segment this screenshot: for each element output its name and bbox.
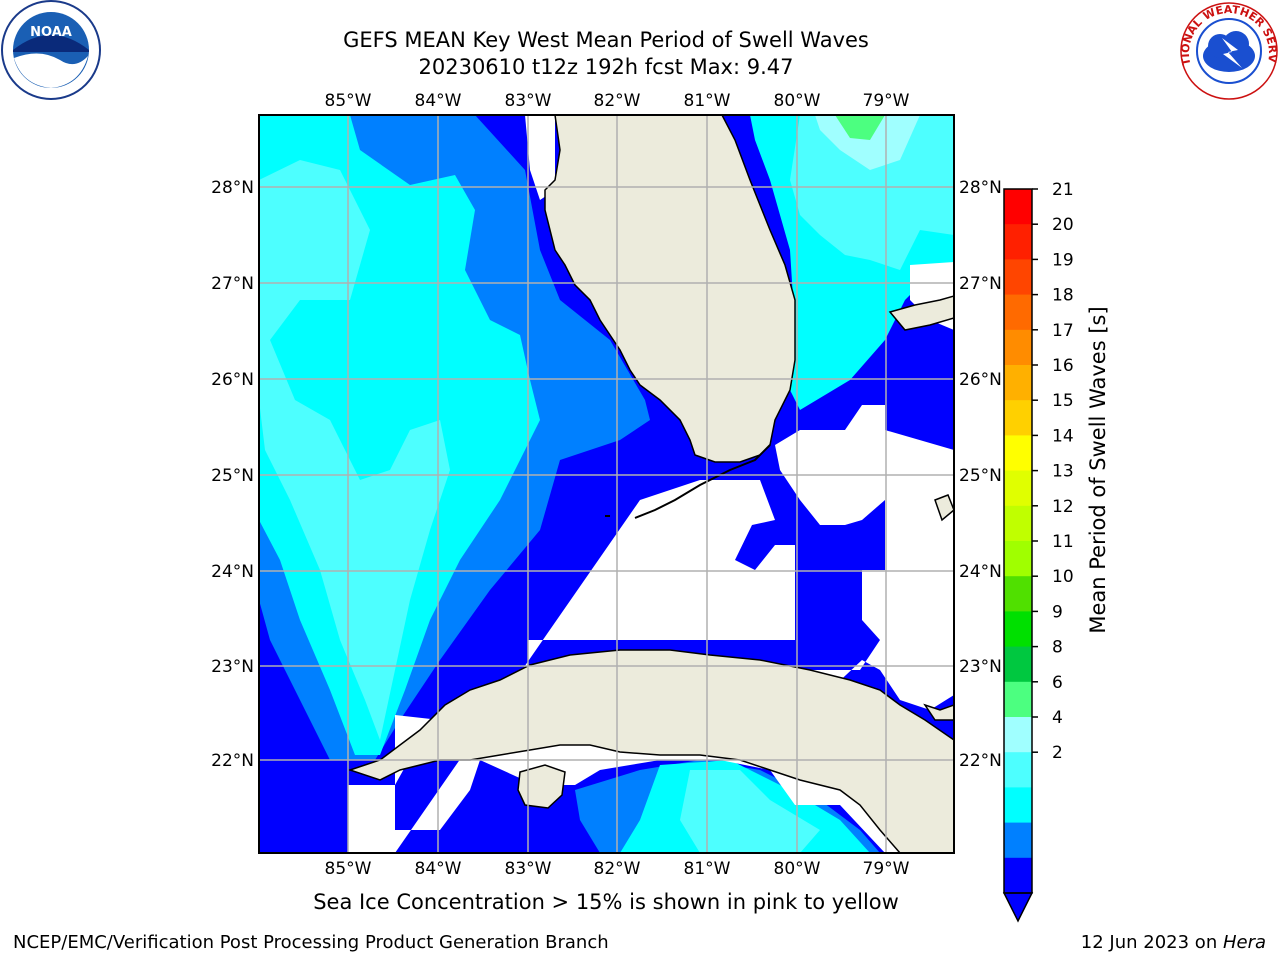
colorbar-segment — [1004, 752, 1032, 788]
lat-tick-right: 26°N — [959, 370, 1002, 390]
colorbar-tick-label: 20 — [1052, 215, 1074, 235]
footer-date-text: 12 Jun 2023 on — [1080, 932, 1223, 953]
colorbar: 21 20 19 18 17 16 15 14 13 12 11 10 9 8 6 4 2 — [1002, 180, 1074, 923]
cuba-land — [347, 649, 954, 853]
colorbar-segment — [1004, 646, 1032, 683]
colorbar-segment — [1004, 541, 1032, 577]
colorbar-extend-arrow — [1002, 892, 1034, 923]
noaa-logo: NOAA — [1, 0, 101, 100]
lon-tick-bottom: 80°W — [774, 859, 821, 879]
colorbar-segment — [1004, 822, 1032, 859]
lon-tick-bottom: 82°W — [594, 859, 641, 879]
noaa-logo-text: NOAA — [30, 25, 72, 40]
lon-tick-top: 81°W — [684, 91, 731, 111]
lon-tick-bottom: 79°W — [863, 859, 910, 879]
colorbar-segment — [1004, 435, 1032, 472]
footer-credit: NCEP/EMC/Verification Post Processing Pr… — [13, 932, 609, 953]
florida-keys — [605, 444, 771, 519]
colorbar-segment — [1004, 259, 1032, 296]
colorbar-tick-label: 21 — [1052, 180, 1074, 200]
lon-tick-bottom: 83°W — [505, 859, 552, 879]
map-subtitle: 20230610 t12z 192h fcst Max: 9.47 — [418, 55, 794, 79]
colorbar-tick-label: 2 — [1052, 743, 1063, 763]
footer-date: 12 Jun 2023 on Hera — [1081, 932, 1266, 953]
colorbar-tick-label: 6 — [1052, 673, 1063, 693]
colorbar-tick-label: 10 — [1052, 567, 1074, 587]
colorbar-tick-label: 17 — [1052, 321, 1074, 341]
isla-juventud — [517, 764, 566, 809]
lat-tick-left: 22°N — [211, 751, 254, 771]
ocean-9-10-east — [835, 115, 885, 140]
ocean-7-8-west — [259, 160, 450, 740]
lat-tick-right: 28°N — [959, 178, 1002, 198]
colorbar-segment — [1004, 224, 1032, 260]
lat-tick-right: 23°N — [959, 657, 1002, 677]
colorbar-tick-label: 16 — [1052, 356, 1074, 376]
lon-tick-top: 79°W — [863, 91, 910, 111]
colorbar-segment — [1004, 857, 1032, 894]
colorbar-segment — [1004, 329, 1032, 366]
lat-tick-right: 22°N — [959, 751, 1002, 771]
colorbar-tick-label: 13 — [1052, 462, 1074, 482]
colorbar-segment — [1004, 611, 1032, 648]
lon-tick-top: 80°W — [774, 91, 821, 111]
colorbar-segment — [1004, 787, 1032, 824]
lat-tick-left: 23°N — [211, 657, 254, 677]
map-title: GEFS MEAN Key West Mean Period of Swell … — [343, 28, 869, 52]
lat-tick-left: 26°N — [211, 370, 254, 390]
colorbar-segment — [1004, 294, 1032, 331]
ocean-8-9-east — [815, 115, 920, 170]
colorbar-tick-label: 19 — [1052, 250, 1074, 270]
bahamas — [888, 295, 954, 721]
colorbar-tick-label: 18 — [1052, 286, 1074, 306]
lon-tick-bottom: 81°W — [684, 859, 731, 879]
lat-tick-right: 27°N — [959, 274, 1002, 294]
lon-tick-top: 82°W — [594, 91, 641, 111]
colorbar-segment — [1004, 189, 1032, 225]
colorbar-tick-label: 8 — [1052, 638, 1063, 658]
footer-host: Hera — [1222, 932, 1266, 953]
colorbar-segment — [1004, 681, 1032, 718]
lon-tick-top: 85°W — [325, 91, 372, 111]
lat-tick-right: 25°N — [959, 466, 1002, 486]
colorbar-segment — [1004, 505, 1032, 542]
colorbar-tick-label: 12 — [1052, 497, 1074, 517]
colorbar-tick-label: 11 — [1052, 532, 1074, 552]
lat-tick-left: 24°N — [211, 562, 254, 582]
colorbar-segment — [1004, 365, 1032, 401]
lon-tick-top: 83°W — [505, 91, 552, 111]
colorbar-segment — [1004, 400, 1032, 436]
colorbar-segment — [1004, 717, 1032, 753]
colorbar-tick-label: 14 — [1052, 426, 1074, 446]
map-field — [259, 115, 954, 853]
gridlines — [259, 115, 954, 853]
colorbar-tick-label: 9 — [1052, 602, 1063, 622]
sea-ice-note: Sea Ice Concentration > 15% is shown in … — [313, 890, 899, 914]
lat-tick-left: 25°N — [211, 466, 254, 486]
lat-tick-left: 27°N — [211, 274, 254, 294]
ocean-7-8-east — [790, 115, 954, 270]
lon-tick-bottom: 85°W — [325, 859, 372, 879]
lat-tick-right: 24°N — [959, 562, 1002, 582]
colorbar-tick-label: 4 — [1052, 708, 1063, 728]
lat-tick-left: 28°N — [211, 178, 254, 198]
colorbar-label: Mean Period of Swell Waves [s] — [1086, 306, 1110, 634]
lon-tick-bottom: 84°W — [415, 859, 462, 879]
colorbar-tick-label: 15 — [1052, 391, 1074, 411]
ocean-7-8-south — [680, 770, 820, 853]
colorbar-segment — [1004, 576, 1032, 612]
colorbar-segment — [1004, 470, 1032, 507]
map-frame — [258, 114, 955, 854]
florida-land — [544, 115, 796, 463]
nws-logo: NATIONAL WEATHER SERVICE — [1178, 0, 1279, 100]
lon-tick-top: 84°W — [415, 91, 462, 111]
